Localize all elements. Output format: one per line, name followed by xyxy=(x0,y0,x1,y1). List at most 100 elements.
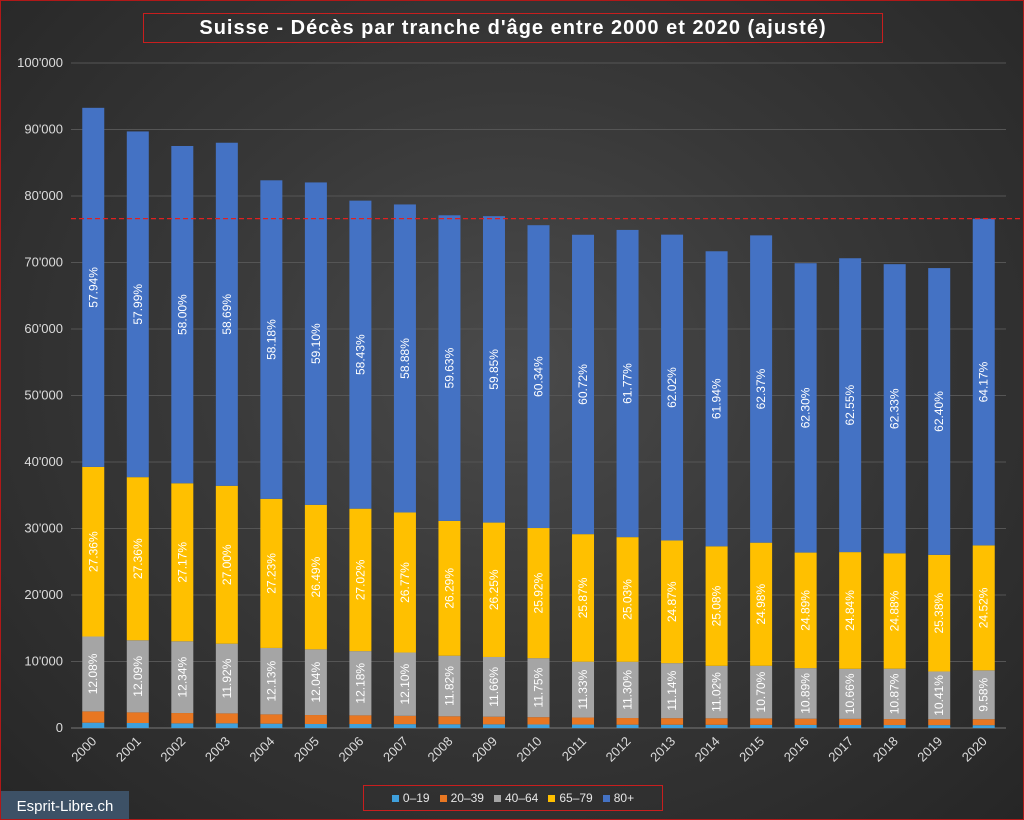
bar-segment xyxy=(82,722,105,728)
data-label: 58.18% xyxy=(264,319,278,360)
data-label: 27.00% xyxy=(220,544,234,585)
data-label: 64.17% xyxy=(977,361,991,402)
bar-segment xyxy=(705,546,728,666)
bar-segment xyxy=(260,647,283,715)
bar-segment xyxy=(304,715,327,725)
data-label: 10.66% xyxy=(843,673,857,714)
bar-segment xyxy=(393,652,416,716)
data-label: 60.72% xyxy=(576,364,590,405)
legend-label-65-79: 65–79 xyxy=(559,791,593,805)
data-label: 62.40% xyxy=(932,391,946,432)
bar-segment xyxy=(839,552,862,669)
legend-item-40-64: 40–64 xyxy=(493,791,539,805)
bar-segment xyxy=(527,225,550,529)
bar-segment xyxy=(304,504,327,650)
bar-segment xyxy=(616,229,639,538)
chart-title: Suisse - Décès par tranche d'âge entre 2… xyxy=(199,16,827,39)
bar-segment xyxy=(438,520,461,656)
bar-segment xyxy=(304,724,327,728)
bar-segment xyxy=(928,671,951,720)
data-label: 9.58% xyxy=(977,677,991,711)
data-label: 24.89% xyxy=(799,590,813,631)
bar-segment xyxy=(527,528,550,659)
bar-segment xyxy=(839,725,862,728)
bar-segment xyxy=(928,725,951,728)
bar-segment xyxy=(260,498,283,648)
data-label: 58.88% xyxy=(398,338,412,379)
bar-segment xyxy=(972,670,995,720)
x-tick-label: 2005 xyxy=(291,734,322,765)
data-label: 27.17% xyxy=(175,542,189,583)
x-tick-label: 2004 xyxy=(246,734,277,765)
data-label: 58.00% xyxy=(175,294,189,335)
legend-label-40-64: 40–64 xyxy=(504,791,539,805)
x-tick-label: 2017 xyxy=(825,734,856,765)
data-label: 60.34% xyxy=(532,356,546,397)
y-tick-label: 80'000 xyxy=(24,188,63,203)
x-tick-label: 2003 xyxy=(202,734,233,765)
x-tick-label: 2014 xyxy=(692,734,723,765)
bar-segment xyxy=(928,268,951,555)
data-label: 12.04% xyxy=(309,662,323,703)
legend-swatch-65-79 xyxy=(548,794,556,802)
y-tick-label: 60'000 xyxy=(24,321,63,336)
data-label: 62.37% xyxy=(754,368,768,409)
bar-segment xyxy=(750,724,773,728)
bar-segment xyxy=(260,723,283,728)
x-tick-label: 2018 xyxy=(870,734,901,765)
data-label: 25.92% xyxy=(532,572,546,613)
data-label: 11.33% xyxy=(576,669,590,709)
bar-segment xyxy=(616,537,639,662)
data-label: 11.14% xyxy=(665,670,679,710)
bar-segment xyxy=(215,713,238,724)
bar-segment xyxy=(126,131,149,478)
x-tick-label: 2020 xyxy=(959,734,990,765)
bar-segment xyxy=(883,553,906,669)
x-tick-label: 2011 xyxy=(559,734,589,764)
x-tick-label: 2013 xyxy=(647,734,678,765)
bar-segment xyxy=(705,718,728,725)
bar-segment xyxy=(572,661,595,718)
y-tick-label: 0 xyxy=(56,720,63,735)
legend-label-0-19: 0–19 xyxy=(402,791,430,805)
data-label: 62.02% xyxy=(665,367,679,408)
bar-segment xyxy=(616,718,639,725)
bar-segment xyxy=(171,713,194,724)
bar-segment xyxy=(928,719,951,726)
data-label: 59.10% xyxy=(309,323,323,364)
bar-segment xyxy=(661,718,684,725)
data-label: 25.08% xyxy=(710,585,724,626)
data-label: 26.29% xyxy=(442,568,456,609)
data-label: 24.84% xyxy=(843,590,857,631)
bar-segment xyxy=(839,668,862,719)
bar-segment xyxy=(928,554,951,672)
bar-segment xyxy=(260,180,283,499)
bar-segment xyxy=(661,540,684,664)
bar-segment xyxy=(616,724,639,728)
data-label: 59.85% xyxy=(487,349,501,390)
y-tick-label: 50'000 xyxy=(24,388,63,403)
data-label: 61.77% xyxy=(621,363,635,404)
bar-segment xyxy=(572,534,595,662)
percentage-labels: 12.08% 27.36% 57.94% 12.09% 27.36% 57.99% 12.3… xyxy=(86,267,990,716)
data-label: 57.99% xyxy=(131,284,145,325)
y-tick-label: 90'000 xyxy=(24,122,63,137)
bar-segment xyxy=(661,663,684,719)
chart-title-box: Suisse - Décès par tranche d'âge entre 2… xyxy=(143,13,883,43)
legend-swatch-0-19 xyxy=(391,794,399,802)
bar-segment xyxy=(126,712,149,724)
data-label: 11.02% xyxy=(710,672,724,712)
bar-segment xyxy=(215,485,238,644)
bar-segment xyxy=(750,718,773,725)
x-tick-label: 2007 xyxy=(380,734,411,765)
y-tick-label: 40'000 xyxy=(24,454,63,469)
bar-segment xyxy=(82,107,105,467)
x-tick-label: 2016 xyxy=(781,734,812,765)
bar-segment xyxy=(215,723,238,728)
bar-segment xyxy=(794,668,817,719)
data-label: 11.92% xyxy=(220,658,234,698)
watermark-badge: Esprit-Libre.ch xyxy=(1,791,129,819)
bar-segment xyxy=(82,636,105,712)
x-tick-label: 2010 xyxy=(514,734,545,765)
bar-segment xyxy=(171,483,194,642)
